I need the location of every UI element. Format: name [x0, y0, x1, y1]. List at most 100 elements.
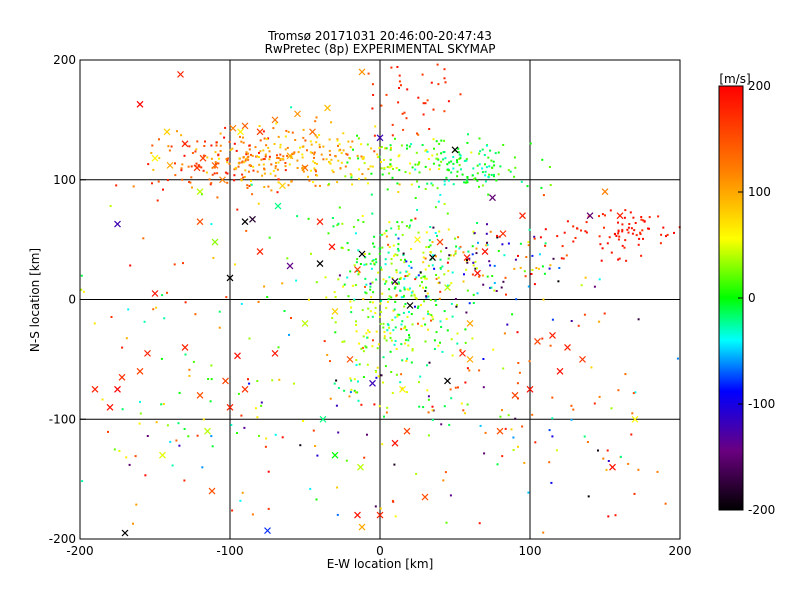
data-point-dot [360, 143, 363, 146]
data-point-dot [245, 153, 248, 156]
data-point-cross [601, 188, 609, 196]
data-point-dot [394, 326, 397, 329]
data-point-dot [405, 117, 408, 120]
data-point-dot [420, 276, 423, 279]
data-point-dot [246, 184, 249, 187]
data-point-dot [379, 507, 382, 510]
data-point-dot [353, 264, 356, 267]
data-point-dot [434, 299, 437, 302]
data-point-dot [307, 175, 309, 178]
data-point-dot [423, 275, 426, 278]
data-point-dot [398, 169, 401, 172]
data-point-dot [353, 298, 356, 301]
data-point-dot [610, 407, 613, 410]
data-point-dot [247, 170, 250, 173]
data-point-dot [310, 143, 313, 146]
data-point-dot [132, 185, 135, 188]
data-point-dot [150, 152, 153, 154]
data-point-cross [357, 463, 364, 471]
data-point-dot [424, 257, 427, 260]
data-point-dot [570, 418, 573, 421]
data-point-dot [391, 277, 394, 279]
data-point-dot [255, 407, 257, 410]
data-point-dot [182, 262, 184, 265]
data-point-dot [550, 481, 553, 484]
data-point-dot [540, 186, 543, 189]
data-point-dot [373, 403, 376, 406]
data-point-dot [397, 282, 400, 285]
data-point-dot [301, 156, 304, 159]
data-point-dot [403, 305, 406, 308]
data-point-dot [406, 288, 409, 291]
data-point-dot [278, 378, 281, 381]
data-point-cross [519, 212, 526, 220]
data-point-dot [388, 276, 391, 279]
data-point-dot [406, 274, 409, 277]
data-point-dot [422, 102, 425, 105]
data-point-dot [442, 479, 445, 482]
data-point-dot [630, 227, 633, 230]
data-point-dot [404, 258, 406, 261]
y-tick-label: 200 [53, 53, 76, 67]
data-point-dot [463, 181, 466, 184]
data-point-dot [378, 252, 381, 255]
data-point-cross [526, 385, 534, 393]
data-point-dot [364, 291, 367, 294]
data-point-dot [482, 386, 485, 389]
data-point-cross [346, 355, 354, 363]
data-point-dot [281, 158, 284, 160]
data-point-dot [244, 158, 247, 161]
data-point-dot [352, 225, 355, 228]
data-point-dot [437, 282, 440, 285]
data-point-dot [163, 317, 166, 320]
data-point-dot [436, 187, 439, 190]
data-point-dot [196, 434, 199, 437]
x-tick-label: 0 [376, 544, 384, 558]
data-point-dot [405, 360, 408, 362]
data-point-dot [606, 449, 609, 452]
data-point-cross [114, 220, 121, 228]
data-point-dot [218, 157, 220, 160]
data-point-dot [407, 339, 410, 342]
data-point-dot [411, 166, 414, 169]
data-point-dot [328, 149, 331, 152]
data-point-dot [408, 334, 410, 337]
data-point-dot [371, 212, 374, 215]
data-point-dot [259, 139, 262, 142]
colorbar-label: [m/s] [719, 72, 750, 86]
data-point-dot [316, 174, 319, 177]
data-point-dot [370, 267, 373, 270]
data-point-dot [422, 275, 425, 278]
data-point-dot [263, 172, 266, 175]
data-point-dot [471, 174, 474, 177]
data-point-dot [427, 328, 430, 331]
data-point-dot [468, 369, 471, 372]
data-point-dot [314, 168, 317, 171]
data-point-dot [276, 191, 279, 194]
data-point-dot [436, 234, 438, 237]
data-point-dot [506, 323, 509, 326]
data-point-dot [483, 452, 486, 455]
data-point-cross [414, 236, 421, 244]
data-point-dot [389, 163, 392, 166]
data-point-dot [417, 322, 419, 325]
data-point-dot [190, 176, 193, 179]
data-point-dot [428, 239, 431, 242]
data-point-dot [313, 162, 316, 164]
data-point-dot [408, 273, 411, 276]
data-point-dot [460, 402, 463, 405]
data-point-dot [405, 329, 408, 331]
data-point-dot [445, 247, 448, 249]
data-point-dot [213, 172, 216, 175]
data-point-dot [236, 432, 238, 434]
data-point-dot [447, 179, 450, 182]
data-point-dot [543, 272, 546, 275]
data-point-dot [471, 273, 474, 276]
chart-subtitle: RwPretec (8p) EXPERIMENTAL SKYMAP [265, 42, 496, 56]
data-point-dot [370, 296, 373, 299]
data-point-dot [620, 455, 622, 458]
data-point-dot [318, 146, 321, 149]
data-point-dot [397, 101, 400, 104]
data-point-dot [361, 215, 364, 217]
data-point-dot [396, 66, 399, 68]
